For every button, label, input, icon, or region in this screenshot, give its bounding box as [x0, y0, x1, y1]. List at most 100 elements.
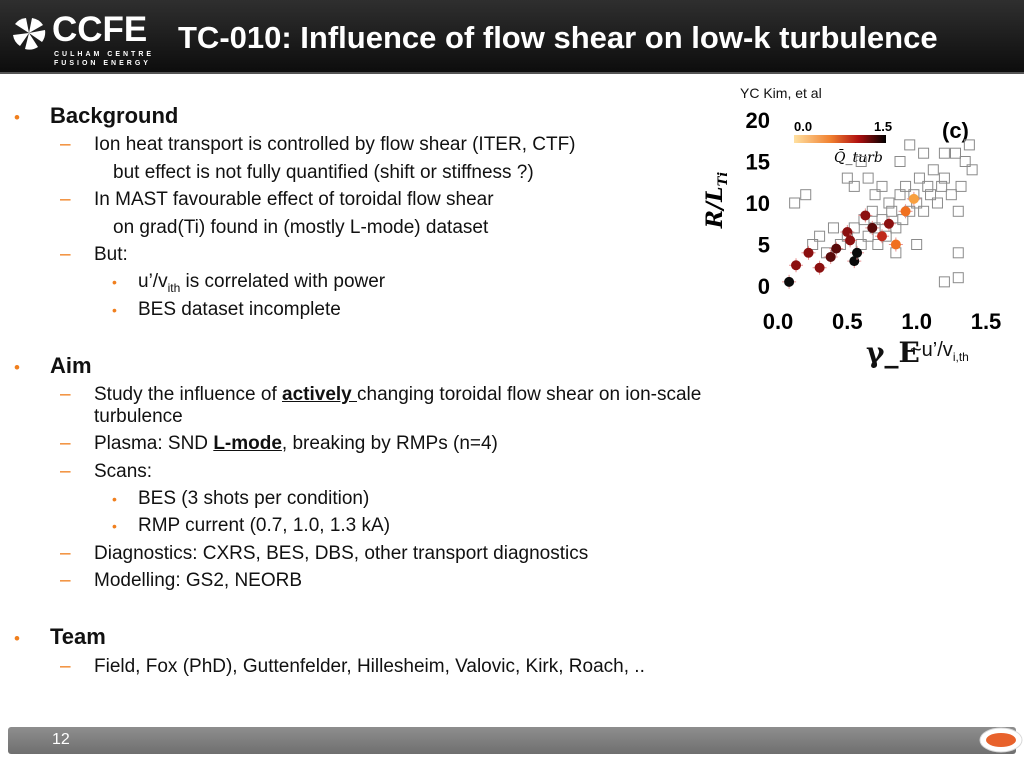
heading-aim: • Aim	[14, 353, 92, 379]
data-point-open	[918, 205, 930, 217]
colorbar	[794, 135, 886, 143]
figure-credit: YC Kim, et al	[740, 85, 822, 101]
dash-icon: –	[60, 570, 71, 591]
data-point-open	[876, 180, 888, 192]
data-point-open	[949, 147, 961, 159]
data-point-open	[952, 247, 964, 259]
sub-item-text: BES (3 shots per condition)	[138, 488, 370, 509]
data-point-filled	[900, 206, 911, 217]
list-item-text: Plasma: SND	[94, 433, 214, 454]
dash-icon: –	[60, 461, 71, 482]
slide-title: TC-010: Influence of flow shear on low-k…	[178, 20, 938, 55]
sub-list-item: • u’/vith is correlated with power	[112, 270, 385, 300]
dash-icon: –	[60, 244, 71, 265]
data-point-open	[904, 139, 916, 151]
data-point-open	[869, 189, 881, 201]
list-item: – Diagnostics: CXRS, BES, DBS, other tran…	[60, 542, 588, 566]
footer-logo-icon	[979, 727, 1023, 753]
xsuffix-sub: i,th	[952, 350, 969, 364]
data-point-open	[913, 172, 925, 184]
list-item: – Scans:	[60, 460, 152, 484]
dash-icon: –	[60, 189, 71, 210]
logo-wordmark: CCFE	[52, 10, 148, 49]
y-tick-label: 15	[746, 150, 770, 175]
data-point-filled	[784, 276, 795, 287]
colorbar-max-label: 1.5	[874, 119, 892, 134]
data-point-open	[894, 156, 906, 167]
data-point-open	[963, 139, 975, 151]
bullet-icon: •	[112, 302, 117, 318]
scatter-chart: R/LTi 20 15 10 5 0 0.0 0.5 1.0 1.5 0.0 1.5 Q̄_turb (c…	[698, 100, 1024, 385]
scatter-chart-svg: R/LTi 20 15 10 5 0 0.0 0.5 1.0 1.5 0.0 1.5 Q̄_turb (c…	[702, 108, 1001, 334]
sub-list-item: • RMP current (0.7, 1.0, 1.3 kA)	[112, 514, 390, 538]
list-item: – Plasma: SND L-mode, breaking by RMPs (n…	[60, 432, 498, 456]
data-point-open	[938, 276, 950, 288]
x-tick-label: 0.0	[763, 309, 794, 334]
list-item-text: changing toroidal flow shear on ion-scal…	[357, 384, 702, 405]
data-point-open	[807, 239, 819, 250]
data-point-open	[814, 230, 826, 242]
list-item: – Ion heat transport is controlled by flo…	[60, 133, 576, 157]
data-point-open	[827, 222, 839, 234]
data-point-open	[894, 189, 906, 201]
heading-text: Team	[50, 624, 106, 649]
data-point-filled	[890, 239, 901, 250]
data-point-open	[936, 180, 948, 192]
bullet-icon: •	[14, 108, 20, 127]
list-item: – Field, Fox (PhD), Guttenfelder, Hillesh…	[60, 655, 645, 679]
data-point-filled	[831, 243, 842, 254]
data-point-open	[900, 180, 912, 192]
subscript: ith	[167, 280, 181, 295]
data-point-filled	[867, 222, 878, 233]
data-point-open	[955, 180, 967, 192]
page-number: 12	[52, 731, 70, 748]
dash-icon: –	[60, 433, 71, 454]
dash-icon: –	[60, 543, 71, 564]
list-item-continuation: turbulence	[94, 406, 183, 427]
list-item-text: In MAST favourable effect of toroidal fl…	[94, 189, 494, 210]
data-point-open	[862, 230, 874, 242]
logo-subtitle-2: FUSION ENERGY	[54, 60, 151, 67]
data-point-open	[952, 272, 964, 284]
sub-item-text: RMP current (0.7, 1.0, 1.3 kA)	[138, 515, 391, 536]
chart-xlabel: γ_E	[866, 336, 920, 369]
list-item-text: Scans:	[94, 461, 153, 482]
y-tick-label: 20	[746, 108, 770, 133]
data-point-open	[938, 147, 950, 159]
data-point-open	[952, 205, 964, 217]
y-tick-label: 10	[746, 191, 770, 216]
data-point-open	[862, 172, 874, 184]
data-point-filled	[814, 262, 825, 273]
sub-list-item: • BES (3 shots per condition)	[112, 487, 369, 511]
data-point-open	[925, 189, 937, 201]
heading-team: • Team	[14, 624, 106, 650]
dash-icon: –	[60, 656, 71, 677]
list-item-continuation: but effect is not fully quantified (shif…	[113, 162, 534, 183]
ccfe-logo-icon	[13, 18, 46, 50]
list-item: – Modelling: GS2, NEORB	[60, 569, 302, 593]
bullet-icon: •	[112, 274, 117, 290]
data-point-filled	[883, 218, 894, 229]
bullet-icon: •	[14, 629, 20, 648]
xlabel-text: γ_E	[866, 336, 920, 369]
list-item-continuation: on grad(Ti) found in (mostly L-mode) dat…	[113, 217, 489, 238]
data-point-filled	[791, 260, 802, 271]
data-point-filled	[845, 235, 856, 246]
heading-text: Background	[50, 103, 179, 128]
data-point-open	[883, 197, 895, 209]
list-item-text: Modelling: GS2, NEORB	[94, 570, 303, 591]
dash-icon: –	[60, 134, 71, 155]
data-point-filled	[803, 247, 814, 258]
xsuffix-text: ~u’/v	[910, 339, 953, 361]
colorbar-min-label: 0.0	[794, 119, 812, 134]
list-item-text: , breaking by RMPs (n=4)	[281, 433, 498, 454]
chart-ylabel: R/LTi	[702, 172, 731, 229]
data-point-open	[918, 147, 930, 159]
x-tick-label: 0.5	[832, 309, 863, 334]
data-point-open	[945, 189, 957, 201]
y-tick-label: 5	[758, 233, 770, 258]
data-point-open	[855, 156, 867, 167]
logo-subtitle-1: CULHAM CENTRE	[54, 51, 155, 58]
list-item: – Study the influence of actively changin…	[60, 383, 701, 407]
data-point-open	[927, 164, 939, 176]
